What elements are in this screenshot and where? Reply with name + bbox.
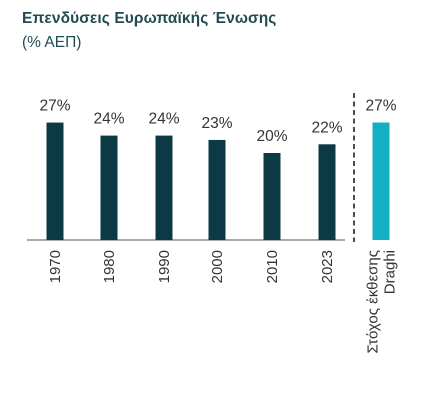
chart-title: Επενδύσεις Ευρωπαϊκής Ένωσης [22, 10, 277, 27]
x-tick-label: Draghi [382, 250, 399, 294]
data-label-1: 27% [39, 98, 70, 115]
x-tick-label: 1990 [156, 250, 173, 283]
data-label-5: 20% [256, 128, 287, 145]
bar-5 [263, 153, 281, 240]
bar-4 [208, 139, 226, 240]
x-tick-label: 2023 [319, 250, 336, 283]
x-tick-group-7: Στόχος έκθεσης Draghi [365, 250, 399, 354]
x-tick-group-5: 2010 [264, 250, 281, 283]
data-label-3: 24% [148, 111, 179, 128]
bar-3 [155, 135, 173, 240]
data-label-7: 27% [365, 98, 396, 115]
x-tick-label: 2010 [264, 250, 281, 283]
bar-7 [372, 122, 390, 240]
data-label-6: 22% [311, 119, 342, 136]
x-tick-label: 1970 [47, 250, 64, 283]
x-tick-group-4: 2000 [209, 250, 226, 283]
x-tick-group-3: 1990 [156, 250, 173, 283]
bar-2 [100, 135, 118, 240]
data-label-4: 23% [201, 115, 232, 132]
x-tick-group-2: 1980 [101, 250, 118, 283]
data-label-2: 24% [93, 111, 124, 128]
x-tick-group-1: 1970 [47, 250, 64, 283]
chart-subtitle: (% ΑΕΠ) [22, 34, 82, 51]
x-tick-group-6: 2023 [319, 250, 336, 283]
bar-6 [318, 144, 336, 240]
bar-1 [46, 122, 64, 240]
x-tick-label: 2000 [209, 250, 226, 283]
x-tick-label: Στόχος έκθεσης [365, 250, 382, 354]
x-tick-label: 1980 [101, 250, 118, 283]
